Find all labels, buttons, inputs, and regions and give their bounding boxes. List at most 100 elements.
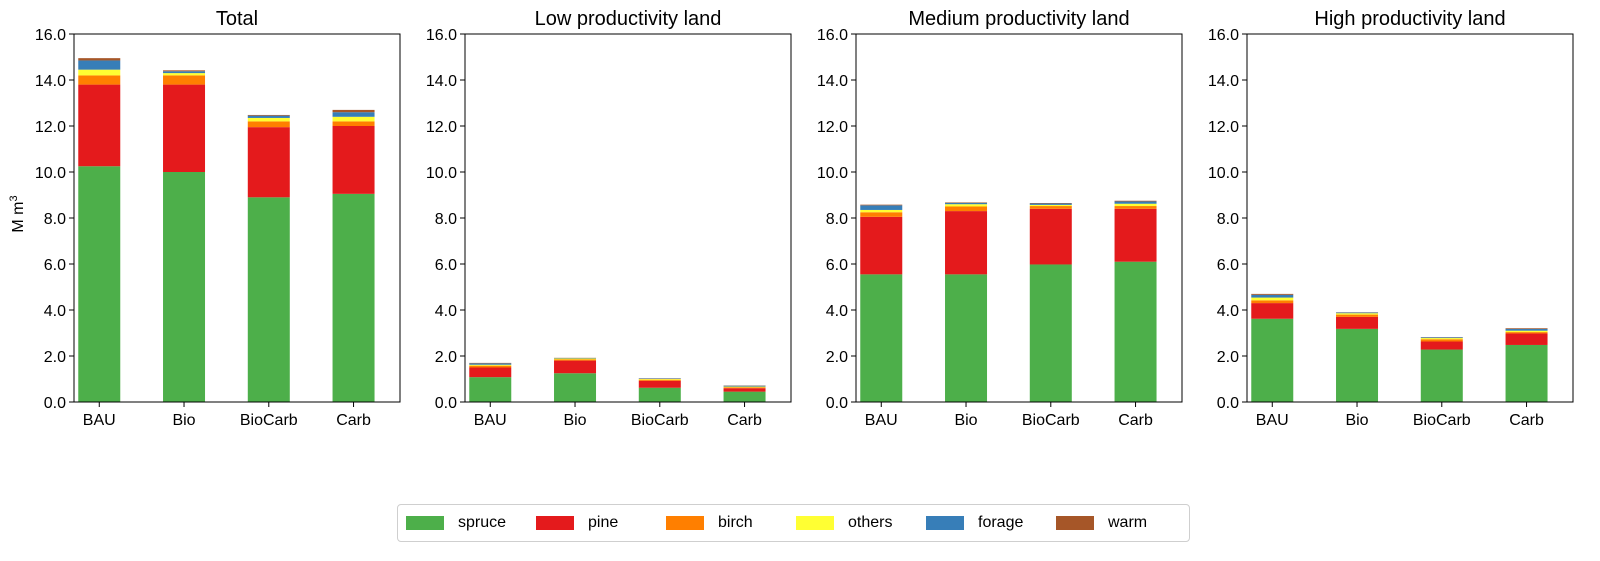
bar-warm-carb — [332, 109, 375, 113]
y-tick-label: 6.0 — [1217, 257, 1239, 274]
bar-forage-bio — [945, 202, 988, 205]
bar-warm-carb — [1505, 328, 1548, 329]
x-tick-label: Bio — [563, 412, 586, 429]
y-tick-label: 12.0 — [426, 119, 457, 136]
bar-spruce-biocarb — [1029, 264, 1072, 402]
bar-warm-bau — [78, 58, 121, 61]
bar-pine-bio — [554, 360, 597, 374]
x-tick-label: BioCarb — [1413, 412, 1471, 429]
y-tick-label: 6.0 — [435, 257, 457, 274]
bar-birch-bau — [78, 75, 121, 85]
bar-spruce-bau — [860, 274, 903, 402]
legend-swatch — [926, 516, 964, 530]
bar-forage-biocarb — [247, 115, 290, 118]
bar-pine-bau — [860, 216, 903, 275]
bar-spruce-bio — [163, 172, 206, 402]
bar-others-biocarb — [1420, 338, 1463, 340]
bar-forage-bau — [1251, 294, 1294, 298]
bar-pine-biocarb — [1029, 208, 1072, 265]
bar-others-bio — [945, 204, 988, 207]
y-tick-label: 8.0 — [435, 211, 457, 228]
bar-others-carb — [723, 386, 766, 388]
bar-forage-bau — [78, 60, 121, 70]
bar-birch-bio — [1336, 314, 1379, 317]
x-tick-label: Carb — [727, 412, 762, 429]
x-tick-label: BAU — [1256, 412, 1289, 429]
y-tick-label: 10.0 — [35, 165, 66, 182]
bar-birch-biocarb — [638, 379, 681, 381]
y-tick-label: 6.0 — [44, 257, 66, 274]
y-tick-label: 2.0 — [826, 349, 848, 366]
bar-warm-bio — [163, 70, 206, 72]
bar-others-bio — [163, 73, 206, 76]
bar-warm-bau — [860, 204, 903, 206]
bar-spruce-carb — [723, 391, 766, 402]
bar-birch-carb — [1114, 206, 1157, 209]
bar-others-biocarb — [247, 117, 290, 122]
bar-birch-bau — [860, 212, 903, 217]
bar-others-bau — [78, 69, 121, 76]
y-tick-label: 16.0 — [35, 27, 66, 44]
legend: spruce pine birch others forage warm — [397, 504, 1190, 542]
y-tick-label: 6.0 — [826, 257, 848, 274]
x-tick-label: Carb — [1118, 412, 1153, 429]
bar-spruce-biocarb — [638, 387, 681, 402]
x-tick-label: BioCarb — [240, 412, 298, 429]
bar-others-bio — [1336, 313, 1379, 315]
y-tick-label: 10.0 — [1208, 165, 1239, 182]
panel-title: Medium productivity land — [908, 8, 1129, 30]
bar-pine-bau — [469, 367, 512, 378]
bar-birch-carb — [723, 387, 766, 389]
y-tick-label: 2.0 — [435, 349, 457, 366]
bar-pine-carb — [723, 388, 766, 392]
legend-swatch — [796, 516, 834, 530]
plot-frame — [73, 33, 401, 403]
y-tick-label: 12.0 — [35, 119, 66, 136]
bar-birch-bio — [554, 359, 597, 361]
legend-swatch — [536, 516, 574, 530]
bar-birch-bio — [945, 206, 988, 212]
y-tick-label: 14.0 — [426, 73, 457, 90]
x-tick-label: BAU — [865, 412, 898, 429]
bar-forage-carb — [723, 385, 766, 387]
y-tick-label: 10.0 — [426, 165, 457, 182]
y-tick-label: 0.0 — [44, 395, 66, 412]
bar-warm-carb — [1114, 200, 1157, 202]
bar-birch-biocarb — [247, 121, 290, 128]
bar-spruce-carb — [1114, 261, 1157, 402]
y-tick-label: 4.0 — [44, 303, 66, 320]
legend-swatch — [666, 516, 704, 530]
y-tick-label: 2.0 — [44, 349, 66, 366]
plot-frame — [855, 33, 1183, 403]
legend-item-spruce: spruce — [406, 514, 536, 532]
bar-birch-bio — [163, 75, 206, 85]
bar-spruce-bio — [945, 274, 988, 402]
y-tick-label: 16.0 — [1208, 27, 1239, 44]
y-tick-label: 0.0 — [1217, 395, 1239, 412]
bar-others-bau — [469, 364, 512, 366]
bar-birch-bau — [469, 365, 512, 368]
y-tick-label: 8.0 — [1217, 211, 1239, 228]
bar-others-bau — [860, 209, 903, 213]
chart-panel-3: Medium productivity land BAU Bio BioCarb Car… — [817, 8, 1183, 429]
y-tick-label: 2.0 — [1217, 349, 1239, 366]
bar-forage-bau — [469, 363, 512, 365]
panel-title: High productivity land — [1314, 8, 1505, 30]
bar-others-biocarb — [638, 379, 681, 380]
bar-others-carb — [332, 116, 375, 122]
y-tick-label: 14.0 — [1208, 73, 1239, 90]
legend-label: spruce — [458, 514, 507, 531]
bar-pine-biocarb — [638, 380, 681, 388]
y-tick-label: 4.0 — [1217, 303, 1239, 320]
bar-pine-biocarb — [1420, 341, 1463, 350]
y-tick-label: 16.0 — [817, 27, 848, 44]
bar-birch-biocarb — [1029, 206, 1072, 209]
bar-pine-carb — [1114, 208, 1157, 262]
bar-warm-bau — [1251, 293, 1294, 295]
y-tick-label: 12.0 — [1208, 119, 1239, 136]
legend-item-pine: pine — [536, 514, 666, 532]
bar-pine-biocarb — [247, 127, 290, 198]
legend-label: pine — [588, 514, 619, 531]
y-tick-label: 4.0 — [826, 303, 848, 320]
